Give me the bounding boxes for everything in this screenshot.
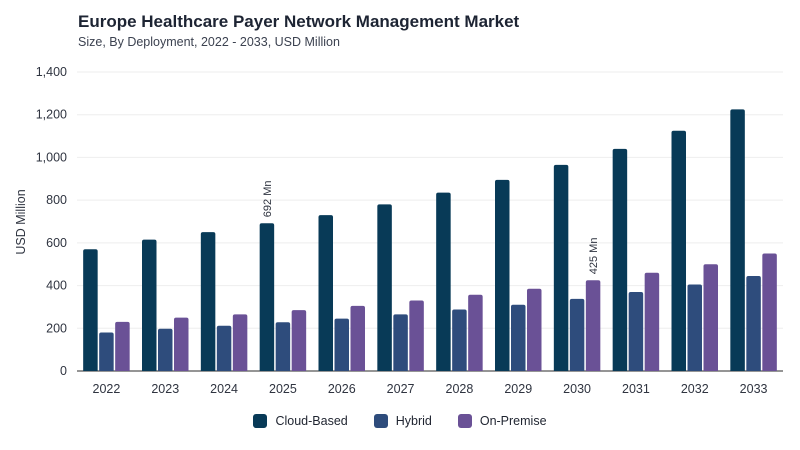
- bar-cloud-based-2031: [612, 148, 628, 371]
- bar-hybrid-2024: [216, 325, 232, 371]
- x-tick-label: 2022: [93, 382, 121, 396]
- y-tick-label: 1,000: [36, 150, 67, 164]
- legend-label: Hybrid: [395, 414, 432, 428]
- x-tick-label: 2032: [681, 382, 709, 396]
- bars: [83, 109, 777, 371]
- chart-subtitle: Size, By Deployment, 2022 - 2033, USD Mi…: [78, 35, 340, 49]
- data-label: 692 Mn: [262, 181, 274, 218]
- bar-on-premise-2033: [762, 253, 777, 371]
- x-tick-label: 2025: [269, 382, 297, 396]
- y-axis: 0 200 400 600 800 1,000 1,200 1,400: [36, 65, 67, 378]
- legend-label: On-Premise: [479, 414, 547, 428]
- bar-on-premise-2027: [409, 300, 424, 371]
- bar-cloud-based-2028: [436, 192, 451, 371]
- bar-hybrid-2026: [334, 318, 349, 371]
- bar-cloud-based-2022: [83, 249, 98, 371]
- bar-hybrid-2030: [569, 298, 585, 371]
- legend: Cloud-Based Hybrid On-Premise: [0, 414, 800, 428]
- x-tick-label: 2030: [563, 382, 591, 396]
- bar-on-premise-2026: [350, 305, 365, 371]
- bar-hybrid-2028: [452, 309, 467, 371]
- bar-on-premise-2022: [115, 321, 130, 371]
- legend-swatch: [457, 414, 472, 428]
- y-axis-title: USD Million: [14, 189, 28, 254]
- bar-hybrid-2025: [275, 322, 291, 371]
- y-tick-label: 0: [60, 364, 67, 378]
- bar-on-premise-2024: [232, 314, 248, 371]
- bar-cloud-based-2027: [377, 204, 392, 371]
- x-tick-label: 2029: [504, 382, 532, 396]
- bar-hybrid-2032: [687, 284, 702, 371]
- legend-swatch: [373, 414, 388, 428]
- legend-item: Cloud-Based: [253, 414, 348, 428]
- y-tick-label: 400: [46, 279, 67, 293]
- bar-hybrid-2027: [393, 314, 408, 371]
- chart-title: Europe Healthcare Payer Network Manageme…: [78, 12, 520, 31]
- x-tick-label: 2028: [446, 382, 474, 396]
- bar-hybrid-2022: [99, 332, 114, 371]
- x-tick-label: 2024: [210, 382, 238, 396]
- bar-hybrid-2023: [158, 328, 173, 371]
- y-tick-label: 800: [46, 193, 67, 207]
- y-tick-label: 1,400: [36, 65, 67, 79]
- data-labels: 692 Mn 425 Mn: [262, 181, 600, 275]
- bar-cloud-based-2023: [142, 239, 157, 371]
- bar-on-premise-2032: [703, 264, 718, 371]
- bar-hybrid-2031: [628, 291, 644, 371]
- x-tick-label: 2026: [328, 382, 356, 396]
- bar-cloud-based-2030: [553, 164, 569, 371]
- bar-on-premise-2030: [585, 280, 601, 371]
- legend-swatch: [253, 414, 268, 428]
- bar-cloud-based-2024: [200, 232, 216, 371]
- legend-label: Cloud-Based: [275, 414, 348, 428]
- grid-lines: [77, 71, 783, 372]
- legend-item: Hybrid: [373, 414, 432, 428]
- x-tick-label: 2023: [151, 382, 179, 396]
- bar-cloud-based-2025: [259, 223, 275, 371]
- y-tick-label: 1,200: [36, 108, 67, 122]
- bar-on-premise-2029: [527, 288, 542, 371]
- bar-cloud-based-2026: [318, 215, 333, 371]
- bar-on-premise-2028: [468, 294, 483, 371]
- x-tick-label: 2031: [622, 382, 650, 396]
- data-label: 425 Mn: [588, 238, 600, 275]
- x-tick-label: 2027: [387, 382, 415, 396]
- legend-item: On-Premise: [457, 414, 547, 428]
- bar-on-premise-2025: [291, 310, 307, 371]
- y-tick-label: 200: [46, 321, 67, 335]
- x-tick-label: 2033: [740, 382, 768, 396]
- bar-on-premise-2031: [644, 272, 660, 371]
- bar-hybrid-2033: [746, 275, 761, 371]
- y-tick-label: 600: [46, 236, 67, 250]
- bar-cloud-based-2029: [495, 179, 510, 371]
- bar-cloud-based-2032: [671, 130, 686, 371]
- bar-cloud-based-2033: [730, 109, 745, 371]
- x-axis: 2022 2023 2024 2025 2026 2027 2028 2029 2030 2031…: [93, 382, 768, 396]
- bar-hybrid-2029: [511, 304, 526, 371]
- bar-on-premise-2023: [174, 317, 189, 371]
